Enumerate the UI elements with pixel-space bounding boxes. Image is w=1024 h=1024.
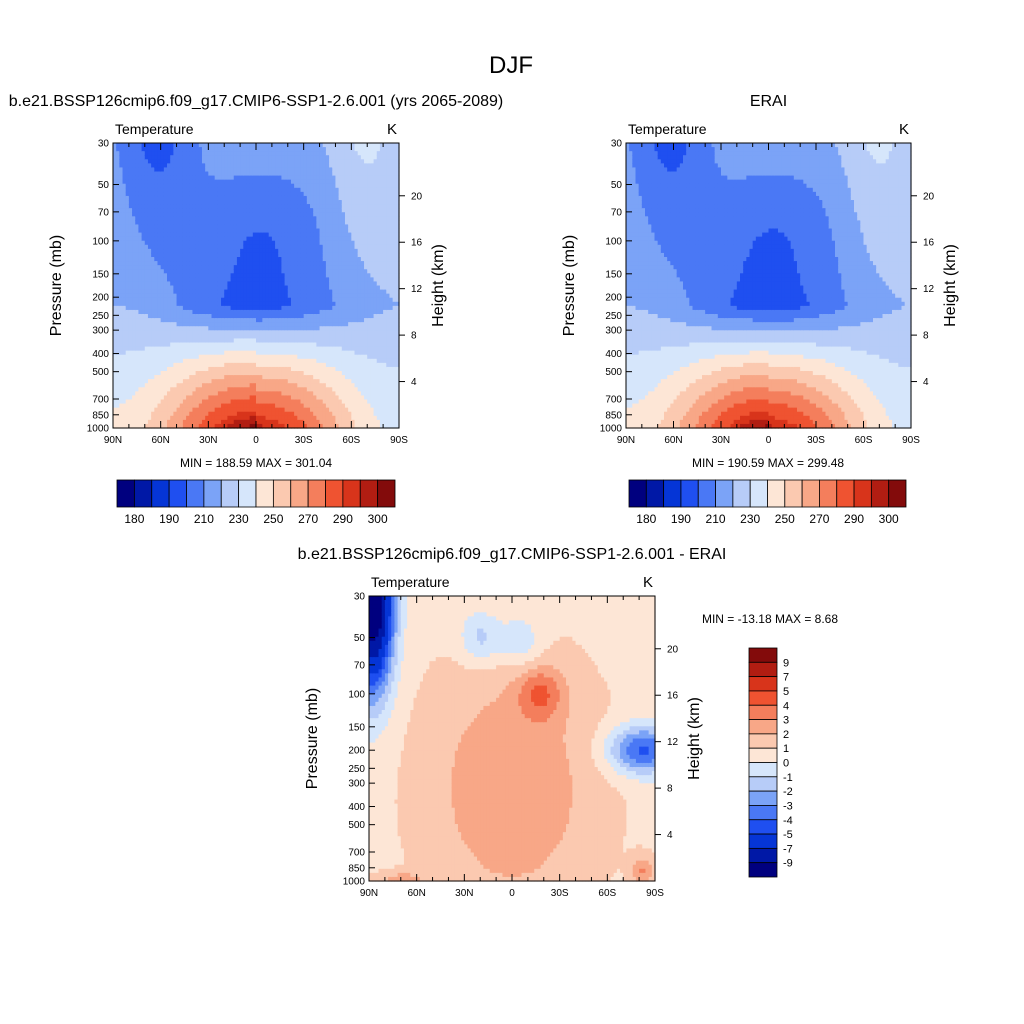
model-panel: b.e21.BSSP126cmip6.f09_g17.CMIP6-SSP1-2.… xyxy=(9,93,504,526)
figure-title: DJF xyxy=(489,52,533,79)
model-filled-contours xyxy=(113,143,400,429)
